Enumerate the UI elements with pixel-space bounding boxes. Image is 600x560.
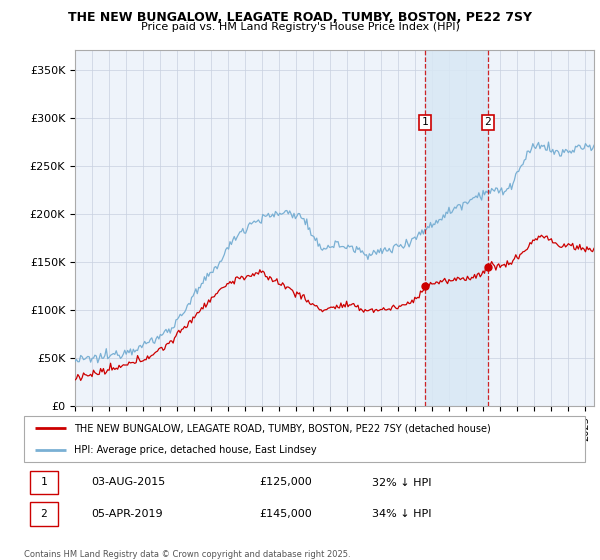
Text: THE NEW BUNGALOW, LEAGATE ROAD, TUMBY, BOSTON, PE22 7SY (detached house): THE NEW BUNGALOW, LEAGATE ROAD, TUMBY, B…	[74, 423, 491, 433]
FancyBboxPatch shape	[29, 502, 58, 526]
Text: 2: 2	[485, 118, 491, 128]
Text: 03-AUG-2015: 03-AUG-2015	[91, 478, 166, 488]
Text: 32% ↓ HPI: 32% ↓ HPI	[372, 478, 431, 488]
Text: 1: 1	[422, 118, 428, 128]
Text: £125,000: £125,000	[260, 478, 313, 488]
Text: 05-APR-2019: 05-APR-2019	[91, 509, 163, 519]
Text: Contains HM Land Registry data © Crown copyright and database right 2025.
This d: Contains HM Land Registry data © Crown c…	[24, 550, 350, 560]
Text: £145,000: £145,000	[260, 509, 313, 519]
Text: THE NEW BUNGALOW, LEAGATE ROAD, TUMBY, BOSTON, PE22 7SY: THE NEW BUNGALOW, LEAGATE ROAD, TUMBY, B…	[68, 11, 532, 24]
Text: Price paid vs. HM Land Registry's House Price Index (HPI): Price paid vs. HM Land Registry's House …	[140, 22, 460, 32]
Bar	[425, 50, 488, 406]
FancyBboxPatch shape	[29, 471, 58, 494]
Text: 2: 2	[40, 509, 47, 519]
Text: 34% ↓ HPI: 34% ↓ HPI	[372, 509, 431, 519]
Text: 1: 1	[40, 478, 47, 488]
Text: HPI: Average price, detached house, East Lindsey: HPI: Average price, detached house, East…	[74, 445, 317, 455]
